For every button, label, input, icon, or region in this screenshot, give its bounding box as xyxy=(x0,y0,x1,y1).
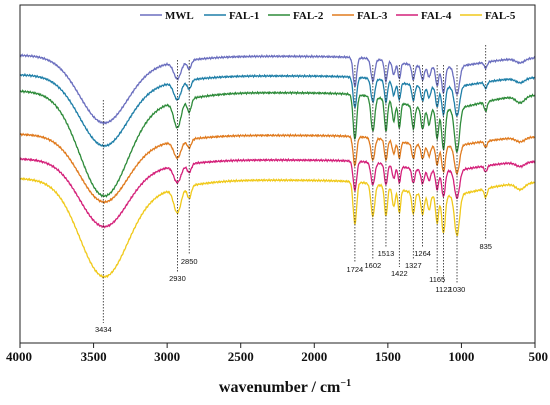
x-tick-label-500: 500 xyxy=(529,349,549,364)
legend-item-fal-4: FAL-4 xyxy=(396,10,452,22)
peak-label-1264: 1264 xyxy=(414,249,431,258)
x-tick-label-3000: 3000 xyxy=(154,349,180,364)
peak-label-1165: 1165 xyxy=(429,275,445,284)
legend-label: FAL-3 xyxy=(357,10,388,22)
peak-label-3434: 3434 xyxy=(95,325,112,334)
legend-label: FAL-4 xyxy=(421,10,452,22)
peak-label-2850: 2850 xyxy=(181,257,198,266)
series-line-fal-4 xyxy=(19,157,536,229)
x-axis-label-text: wavenumber / cm xyxy=(219,379,341,396)
legend-item-fal-2: FAL-2 xyxy=(268,10,324,22)
series-line-fal-5 xyxy=(19,177,536,279)
peak-label-1513: 1513 xyxy=(378,249,395,258)
legend-label: MWL xyxy=(165,10,194,22)
legend: MWL FAL-1 FAL-2 FAL-3 FAL-4 FAL-5 xyxy=(140,10,516,22)
legend-item-fal-1: FAL-1 xyxy=(204,10,259,22)
x-tick-label-3500: 3500 xyxy=(81,349,107,364)
x-axis-label: wavenumber / cm−1 xyxy=(219,378,351,396)
x-tick-label-2000: 2000 xyxy=(301,349,327,364)
peak-label-1122: 1122 xyxy=(435,285,451,294)
peak-label-1327: 1327 xyxy=(405,261,422,270)
series-layer xyxy=(19,53,536,279)
peak-label-1030: 1030 xyxy=(449,285,466,294)
series-line-fal-2 xyxy=(19,89,536,198)
peak-label-2930: 2930 xyxy=(169,274,186,283)
legend-label: FAL-5 xyxy=(485,10,516,22)
x-tick-label-1500: 1500 xyxy=(375,349,401,364)
legend-label: FAL-2 xyxy=(293,10,324,22)
peak-label-1422: 1422 xyxy=(391,269,408,278)
x-tick-label-1000: 1000 xyxy=(448,349,474,364)
legend-item-fal-3: FAL-3 xyxy=(332,10,388,22)
series-line-mwl xyxy=(19,53,536,125)
legend-item-fal-5: FAL-5 xyxy=(460,10,516,22)
x-tick-label-2500: 2500 xyxy=(228,349,254,364)
series-line-fal-1 xyxy=(19,72,536,148)
series-line-fal-3 xyxy=(19,132,535,205)
x-axis-label-superscript: −1 xyxy=(340,378,351,389)
plot-frame xyxy=(19,4,536,344)
peak-label-1602: 1602 xyxy=(365,261,382,270)
legend-item-mwl: MWL xyxy=(140,10,194,22)
x-tick-label-4000: 4000 xyxy=(6,349,32,364)
x-axis: 4000 3500 3000 2500 2000 1500 1000 500 xyxy=(6,343,548,364)
peak-label-1724: 1724 xyxy=(347,265,364,274)
peak-label-835: 835 xyxy=(479,242,492,251)
legend-label: FAL-1 xyxy=(229,10,259,22)
